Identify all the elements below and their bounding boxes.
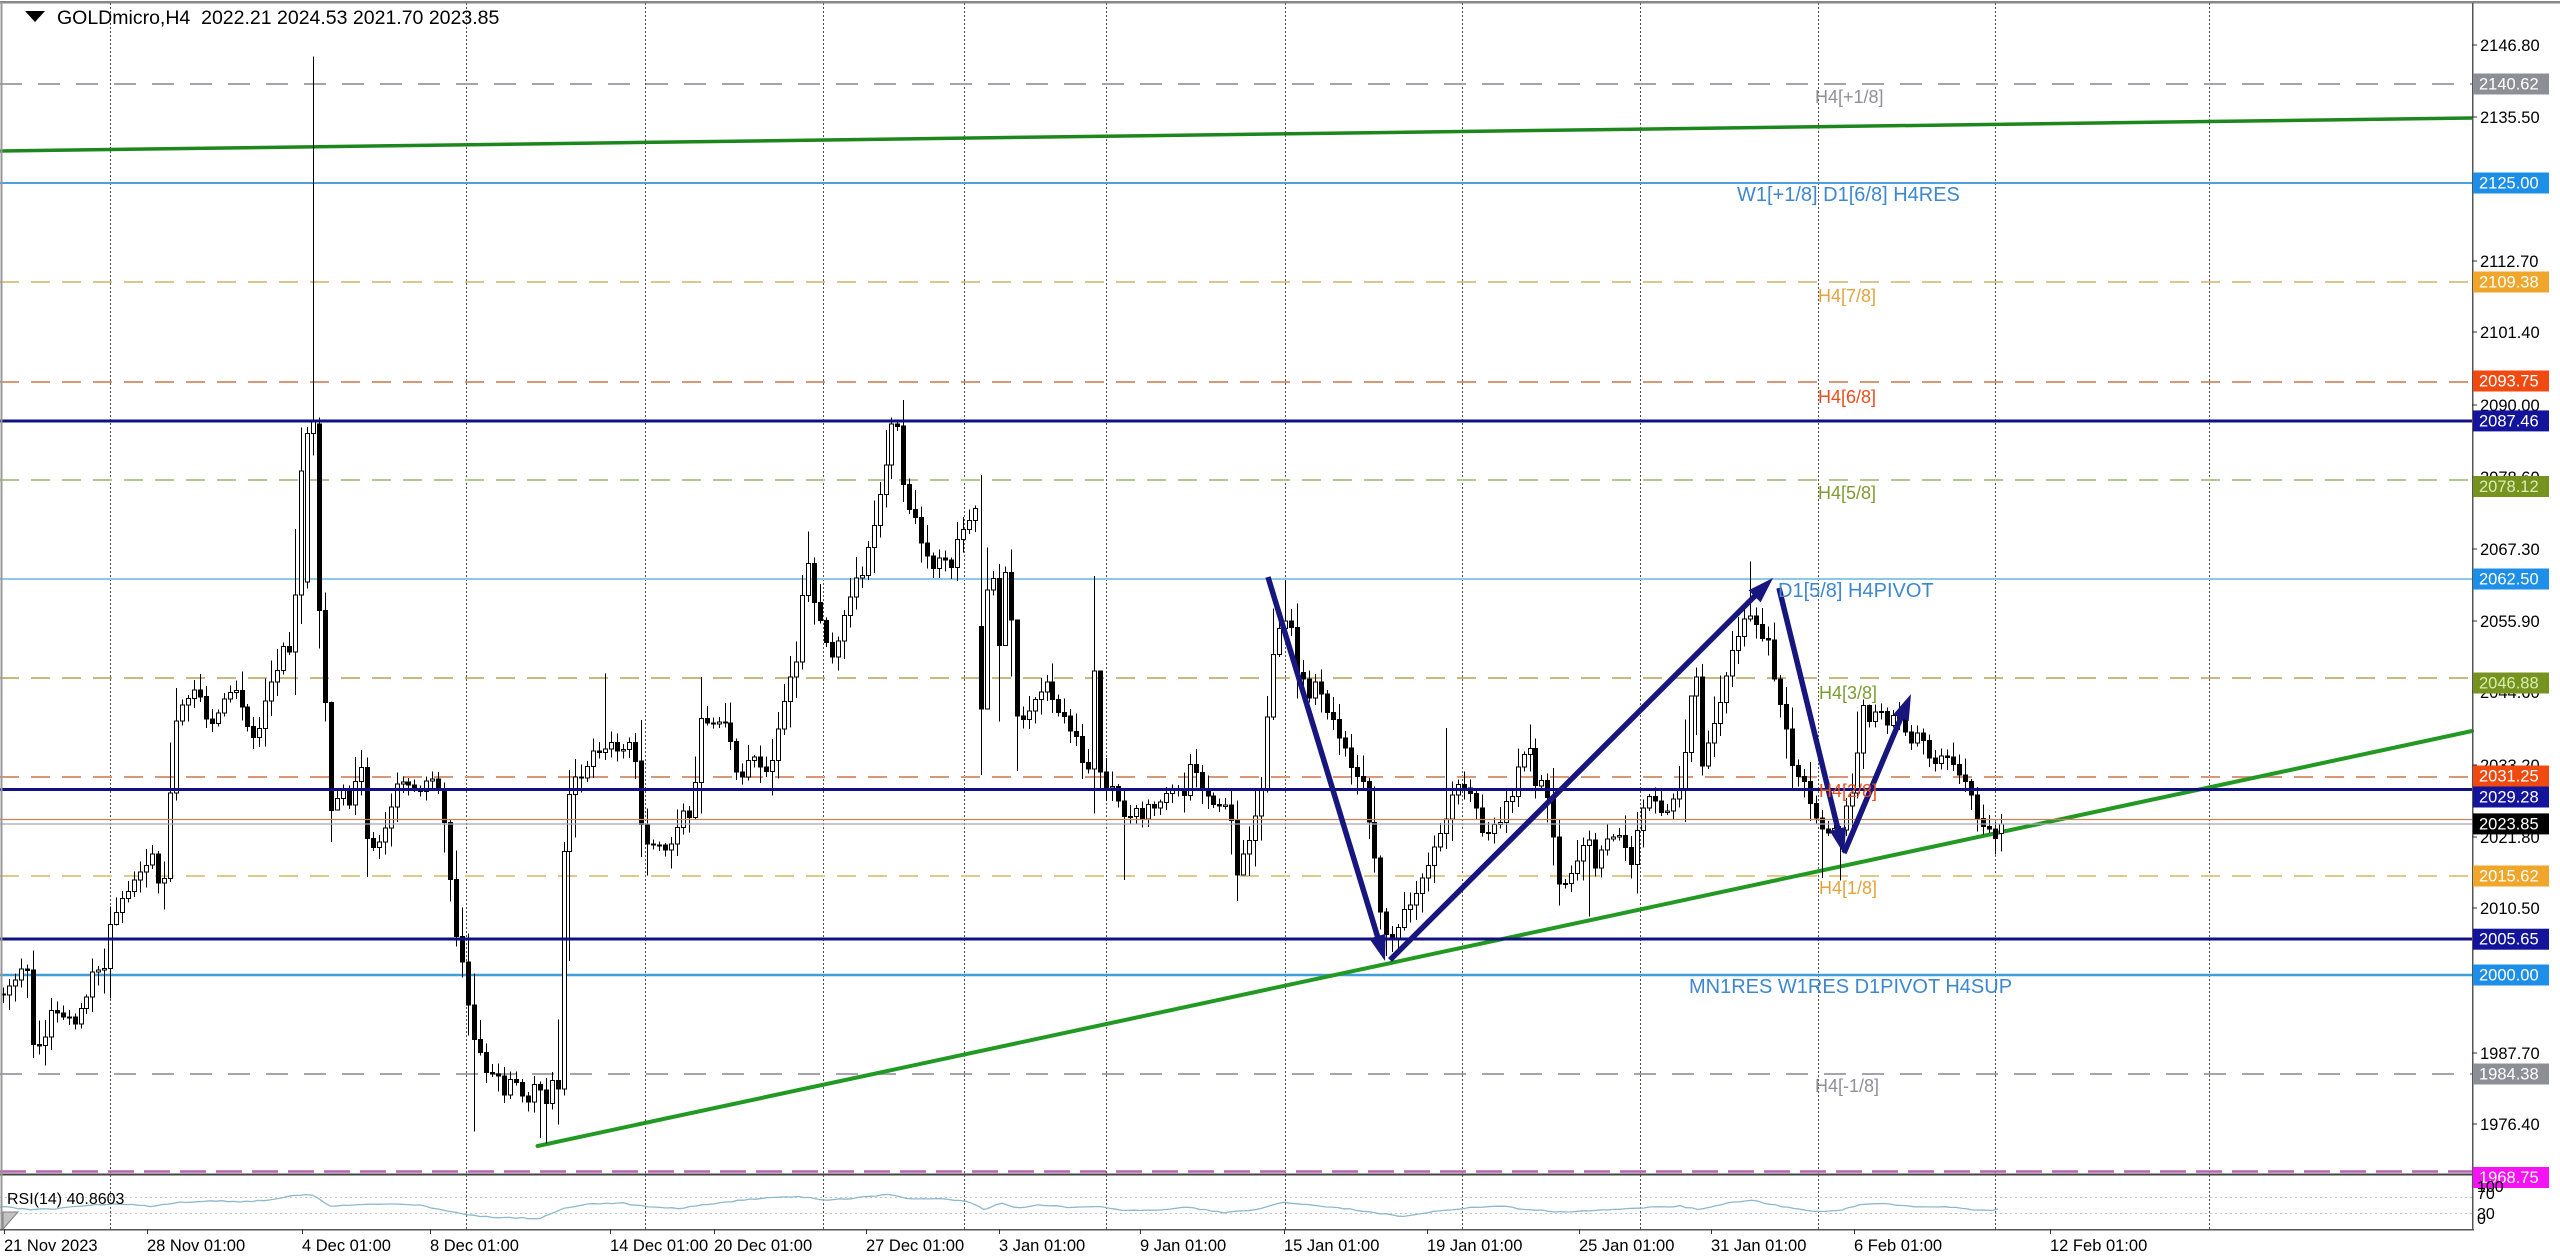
svg-text:14 Dec 01:00: 14 Dec 01:00 (610, 1237, 708, 1255)
svg-text:1976.40: 1976.40 (2480, 1116, 2540, 1134)
svg-text:31 Jan 01:00: 31 Jan 01:00 (1711, 1237, 1806, 1255)
svg-text:27 Dec 01:00: 27 Dec 01:00 (866, 1237, 964, 1255)
svg-text:20 Dec 01:00: 20 Dec 01:00 (714, 1237, 812, 1255)
svg-text:RSI(14) 40.8603: RSI(14) 40.8603 (7, 1191, 125, 1208)
svg-text:28 Nov 01:00: 28 Nov 01:00 (147, 1237, 245, 1255)
svg-text:D1[5/8] H4PIVOT: D1[5/8] H4PIVOT (1778, 580, 1934, 602)
svg-text:2109.38: 2109.38 (2479, 273, 2539, 291)
svg-text:2135.50: 2135.50 (2480, 109, 2540, 127)
svg-text:MN1RES W1RES D1PIVOT H4SUP: MN1RES W1RES D1PIVOT H4SUP (1689, 976, 2012, 998)
svg-text:2010.50: 2010.50 (2480, 900, 2540, 918)
svg-text:4 Dec 01:00: 4 Dec 01:00 (302, 1237, 391, 1255)
svg-text:1968.75: 1968.75 (2479, 1169, 2539, 1187)
svg-text:H4[3/8]: H4[3/8] (1819, 683, 1877, 703)
svg-text:H4[2/8]: H4[2/8] (1819, 781, 1877, 801)
svg-text:1987.70: 1987.70 (2480, 1045, 2540, 1063)
svg-text:W1[+1/8] D1[6/8] H4RES: W1[+1/8] D1[6/8] H4RES (1737, 184, 1960, 206)
svg-text:H4[7/8]: H4[7/8] (1818, 286, 1876, 306)
svg-text:12 Feb 01:00: 12 Feb 01:00 (2050, 1237, 2147, 1255)
svg-text:H4[5/8]: H4[5/8] (1818, 483, 1876, 503)
svg-text:H4[+1/8]: H4[+1/8] (1815, 87, 1884, 107)
svg-text:2029.28: 2029.28 (2479, 789, 2539, 807)
svg-text:9 Jan 01:00: 9 Jan 01:00 (1140, 1237, 1226, 1255)
svg-text:19 Jan 01:00: 19 Jan 01:00 (1427, 1237, 1522, 1255)
svg-text:2067.30: 2067.30 (2480, 541, 2540, 559)
svg-text:2078.12: 2078.12 (2479, 478, 2539, 496)
svg-text:2055.90: 2055.90 (2480, 613, 2540, 631)
svg-text:2000.00: 2000.00 (2479, 967, 2539, 985)
svg-text:0: 0 (2477, 1211, 2486, 1228)
svg-text:H4[1/8]: H4[1/8] (1819, 878, 1877, 898)
svg-text:H4[-1/8]: H4[-1/8] (1815, 1076, 1879, 1096)
svg-text:2125.00: 2125.00 (2479, 175, 2539, 193)
svg-text:2093.75: 2093.75 (2479, 373, 2539, 391)
svg-text:2112.70: 2112.70 (2480, 253, 2538, 271)
svg-text:70: 70 (2477, 1186, 2495, 1203)
svg-text:2005.65: 2005.65 (2479, 931, 2539, 949)
svg-text:6 Feb 01:00: 6 Feb 01:00 (1854, 1237, 1942, 1255)
svg-text:30: 30 (2477, 1206, 2495, 1223)
svg-text:2140.62: 2140.62 (2479, 76, 2539, 94)
svg-text:2087.46: 2087.46 (2479, 412, 2539, 430)
svg-text:2101.40: 2101.40 (2480, 324, 2540, 342)
svg-text:2023.85: 2023.85 (2479, 815, 2539, 833)
svg-text:8 Dec 01:00: 8 Dec 01:00 (430, 1237, 519, 1255)
svg-text:3 Jan 01:00: 3 Jan 01:00 (999, 1237, 1085, 1255)
svg-text:1984.38: 1984.38 (2479, 1065, 2539, 1083)
svg-text:21 Nov 2023: 21 Nov 2023 (4, 1237, 98, 1255)
svg-text:25 Jan 01:00: 25 Jan 01:00 (1579, 1237, 1674, 1255)
svg-text:2146.80: 2146.80 (2480, 37, 2540, 55)
svg-text:15 Jan 01:00: 15 Jan 01:00 (1284, 1237, 1379, 1255)
svg-text:2031.25: 2031.25 (2479, 768, 2539, 786)
svg-text:100: 100 (2477, 1179, 2504, 1196)
svg-text:2015.62: 2015.62 (2479, 868, 2539, 886)
svg-text:GOLDmicro,H4 2022.21 2024.53: GOLDmicro,H4 2022.21 2024.53 2021.70 202… (57, 7, 499, 29)
svg-text:2062.50: 2062.50 (2479, 571, 2539, 589)
svg-text:H4[6/8]: H4[6/8] (1818, 387, 1876, 407)
svg-text:2046.88: 2046.88 (2479, 675, 2539, 693)
